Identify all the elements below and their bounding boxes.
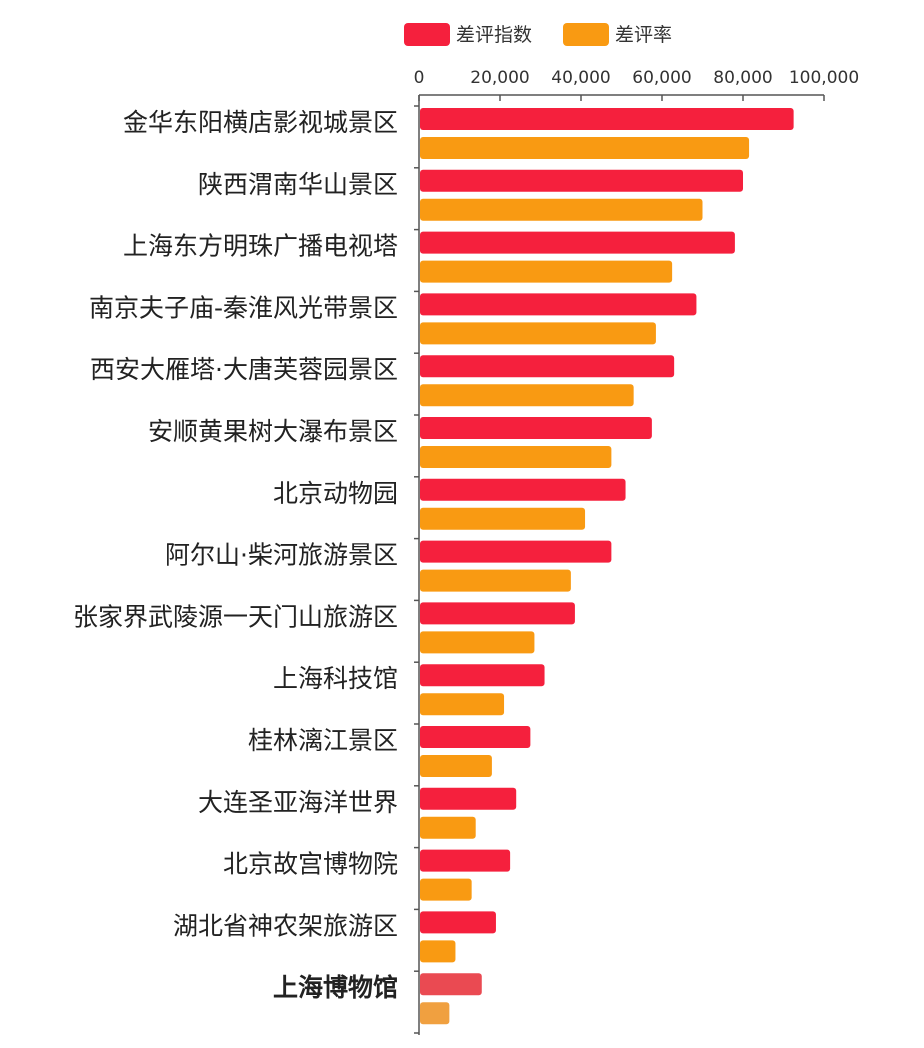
- x-tick-label: 40,000: [551, 68, 610, 88]
- legend-label-1: 差评指数: [456, 24, 532, 46]
- category-label: 南京夫子庙-秦淮风光带景区: [89, 293, 398, 322]
- bar-rate-10: [420, 693, 505, 716]
- category-label: 上海东方明珠广播电视塔: [123, 232, 398, 261]
- x-tick-label: 80,000: [713, 68, 772, 88]
- category-label: 金华东阳横店影视城景区: [123, 108, 398, 137]
- category-label: 北京故宫博物院: [223, 850, 398, 879]
- x-axis: 0 20,000 40,000 60,000 80,000 100,000: [414, 68, 859, 1035]
- category-label: 张家界武陵源一天门山旅游区: [73, 602, 398, 631]
- bar-rate-4: [420, 322, 656, 345]
- bar-rate-8: [420, 569, 571, 592]
- chart-legend: 差评指数 差评率: [404, 23, 672, 46]
- category-label: 安顺黄果树大瀑布景区: [148, 417, 398, 446]
- bar-index-9: [420, 602, 575, 625]
- bar-rate-1: [420, 137, 750, 159]
- legend-label-2: 差评率: [615, 24, 672, 46]
- bar-index-15: [420, 973, 482, 996]
- bar-index-10: [420, 664, 545, 687]
- bar-index-7: [420, 478, 626, 501]
- bar-rate-14: [420, 940, 456, 963]
- category-label: 上海科技馆: [273, 664, 398, 693]
- bar-index-2: [420, 169, 743, 192]
- bar-index-1: [420, 108, 794, 130]
- bar-rate-12: [420, 816, 476, 839]
- category-label: 湖北省神农架旅游区: [173, 911, 398, 940]
- category-label: 阿尔山·柴河旅游景区: [165, 541, 398, 570]
- category-label: 北京动物园: [273, 479, 398, 508]
- x-tick-label: 60,000: [632, 68, 691, 88]
- bar-rate-15: [420, 1002, 450, 1025]
- bar-index-14: [420, 911, 496, 934]
- bar-rate-7: [420, 507, 586, 530]
- bar-rate-6: [420, 446, 612, 468]
- bar-index-13: [420, 849, 511, 872]
- category-label: 大连圣亚海洋世界: [198, 788, 398, 817]
- x-tick-label: 0: [414, 68, 425, 88]
- category-labels: 金华东阳横店影视城景区陕西渭南华山景区上海东方明珠广播电视塔南京夫子庙-秦淮风光…: [73, 108, 398, 1002]
- category-label: 上海博物馆: [273, 973, 398, 1002]
- bar-rate-3: [420, 260, 673, 283]
- x-tick-label: 20,000: [470, 68, 529, 88]
- bar-index-3: [420, 231, 735, 254]
- category-label: 西安大雁塔·大唐芙蓉园景区: [90, 355, 398, 384]
- bar-index-4: [420, 293, 697, 316]
- x-tick-label: 100,000: [789, 68, 859, 88]
- bar-rate-13: [420, 878, 472, 901]
- bar-rate-11: [420, 755, 492, 777]
- bar-index-5: [420, 355, 675, 378]
- bar-rate-9: [420, 631, 535, 654]
- category-label: 陕西渭南华山景区: [198, 170, 398, 199]
- bar-index-11: [420, 726, 531, 748]
- legend-swatch-1: [404, 23, 450, 46]
- bars-group: [420, 108, 794, 1025]
- bar-index-6: [420, 417, 652, 439]
- bar-rate-2: [420, 198, 703, 221]
- category-label: 桂林漓江景区: [248, 726, 398, 755]
- bar-index-8: [420, 540, 612, 563]
- bar-index-12: [420, 787, 517, 810]
- bar-rate-5: [420, 384, 634, 407]
- legend-swatch-2: [563, 23, 609, 46]
